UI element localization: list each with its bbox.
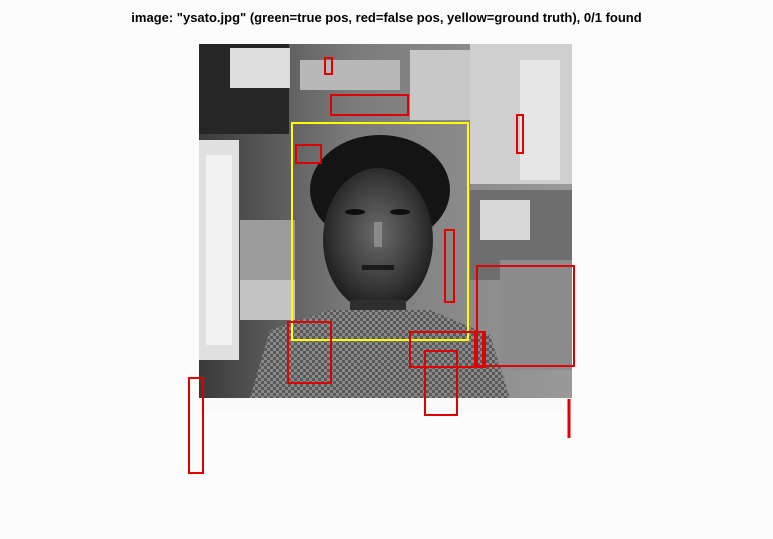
false-positive-box [444,229,455,303]
false-positive-box [474,331,484,368]
false-positive-boxes [188,57,575,474]
face-photo [199,44,572,412]
false-positive-box [476,265,575,367]
ground-truth-box [291,122,469,341]
false-positive-box [287,321,332,384]
figure-title: image: "ysato.jpg" (green=true pos, red=… [131,10,642,25]
false-positive-box [516,114,524,154]
false-positive-box [330,94,409,116]
false-positive-box [409,331,486,368]
false-positive-box [188,377,204,474]
false-positive-box [324,57,333,75]
false-positive-box [295,144,322,164]
false-positive-box [424,350,458,416]
